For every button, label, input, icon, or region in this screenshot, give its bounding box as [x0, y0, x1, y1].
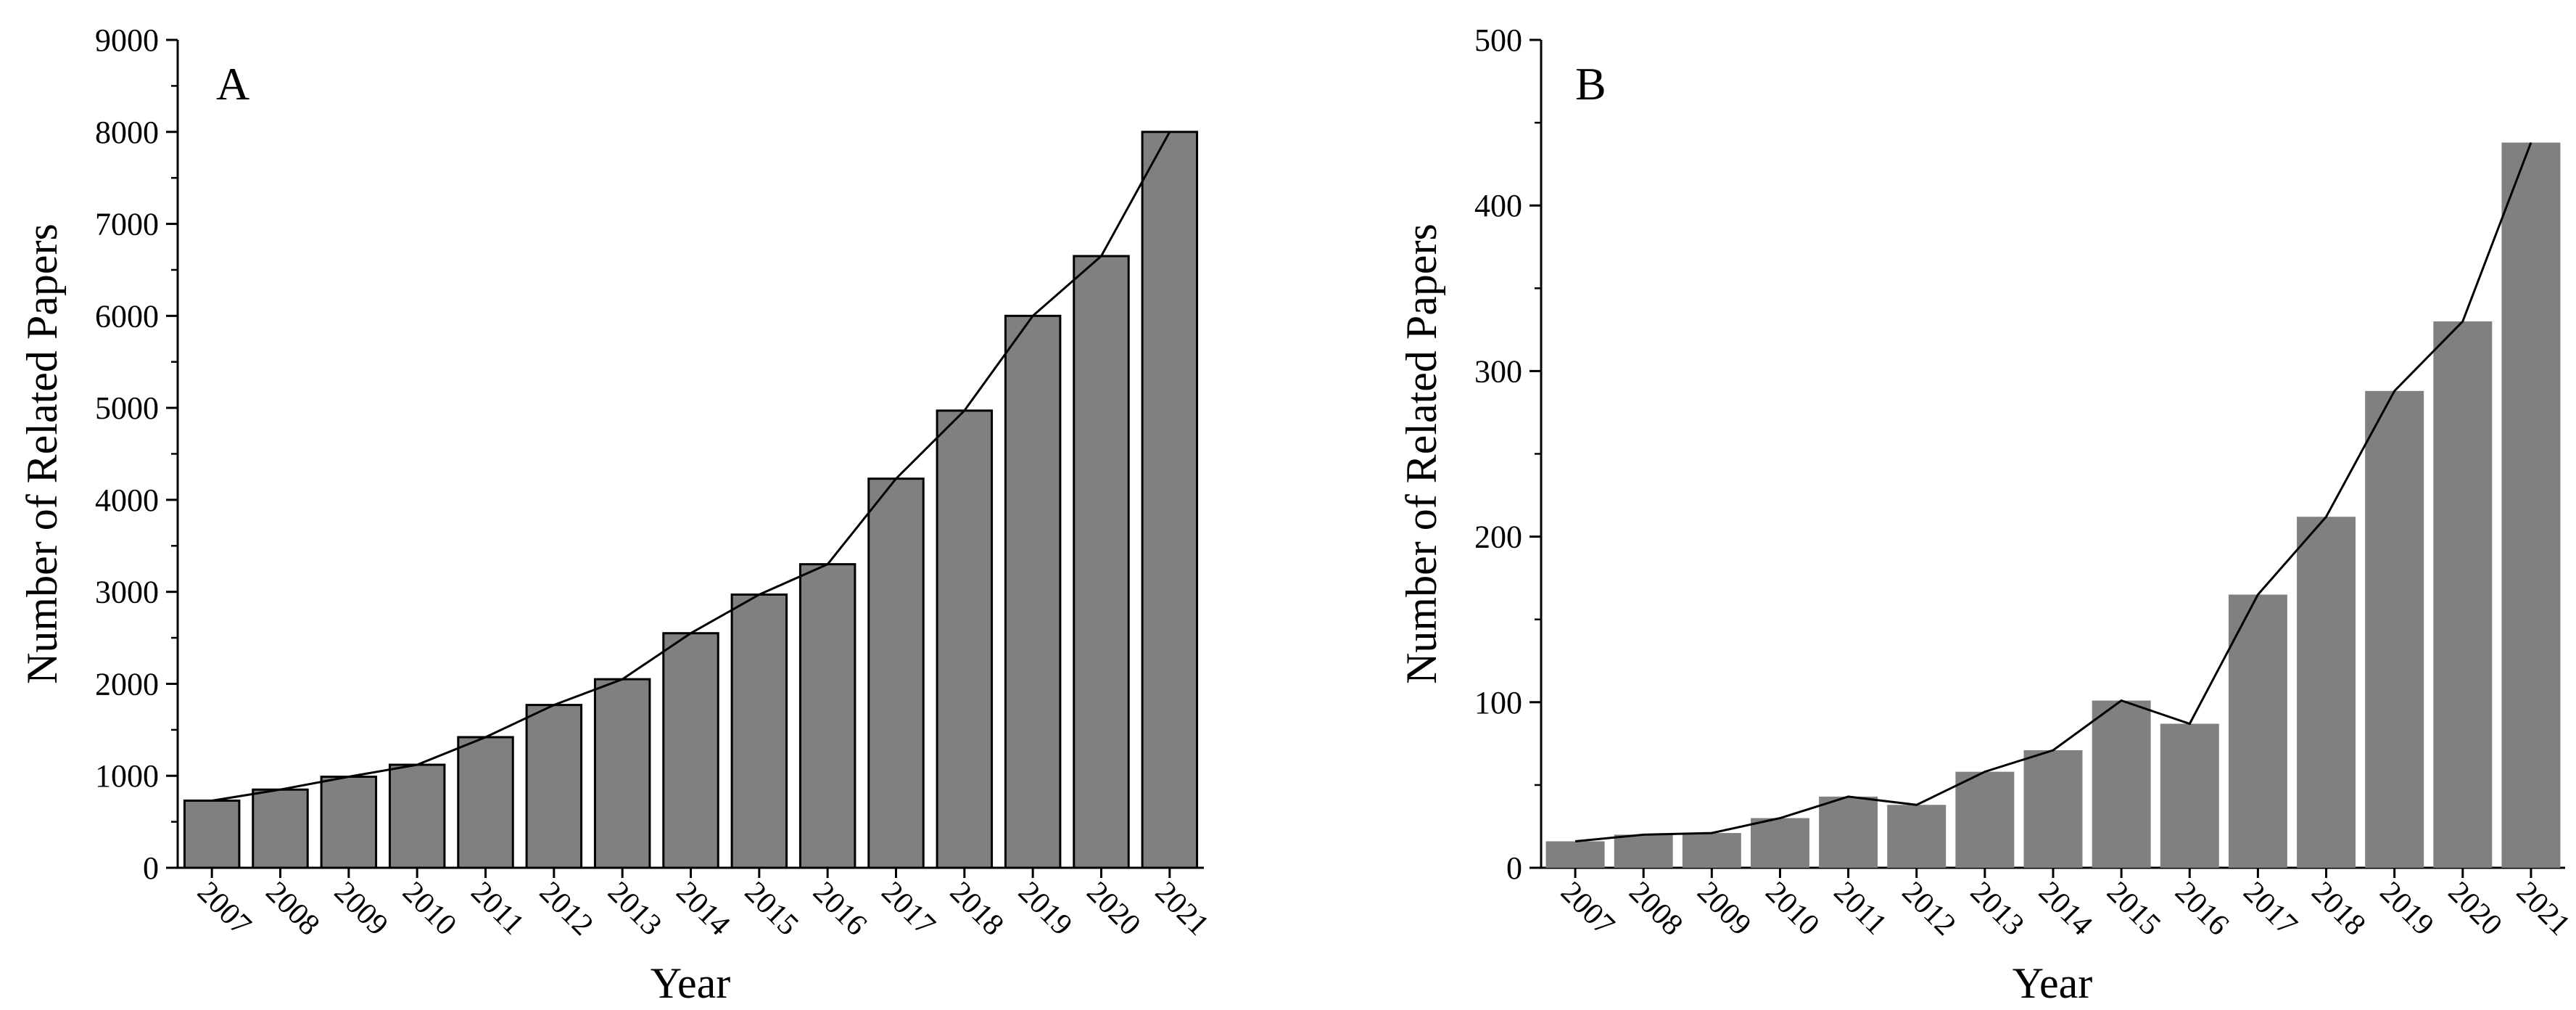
bar-2015 — [2092, 700, 2151, 868]
x-tick-label: 2020 — [2442, 876, 2509, 943]
bar-2008 — [252, 788, 309, 869]
bar-2018 — [2297, 517, 2356, 868]
y-tick-label: 5000 — [95, 390, 159, 426]
x-tick-label: 2017 — [875, 876, 941, 943]
bar-2010 — [1750, 818, 1809, 868]
y-tick-label: 6000 — [95, 298, 159, 334]
bar-2015 — [730, 593, 788, 869]
x-tick-label: 2017 — [2237, 876, 2303, 943]
bar-2021 — [1141, 131, 1199, 869]
x-tick-label: 2012 — [1896, 876, 1962, 943]
x-tick-label: 2008 — [259, 876, 326, 943]
x-tick-label: 2019 — [2374, 876, 2440, 943]
x-axis-title: Year — [2012, 959, 2093, 1007]
bar-2008 — [1614, 834, 1673, 868]
bar-2014 — [662, 632, 719, 869]
bar-2020 — [1073, 255, 1130, 869]
x-tick-label: 2016 — [2168, 876, 2235, 943]
trend-line — [1574, 141, 2532, 842]
bar-2012 — [525, 704, 583, 869]
panel-label: B — [1575, 58, 1606, 110]
x-tick-label: 2009 — [1690, 876, 1757, 943]
y-tick-label: 400 — [1474, 188, 1522, 223]
x-axis-title: Year — [651, 959, 731, 1007]
y-tick-label: 1000 — [95, 758, 159, 794]
bar-2019 — [1004, 314, 1062, 869]
y-tick-label: 3000 — [95, 575, 159, 610]
bar-2009 — [1682, 833, 1741, 868]
x-tick-label: 2018 — [944, 876, 1010, 943]
bar-2018 — [936, 409, 994, 869]
x-tick-label: 2007 — [191, 876, 257, 943]
y-tick-label: 300 — [1474, 353, 1522, 389]
y-tick-label: 100 — [1474, 685, 1522, 720]
bar-2013 — [593, 678, 651, 869]
x-tick-label: 2013 — [601, 876, 668, 943]
y-tick-label: 0 — [1506, 850, 1522, 886]
chart-panel-a: 0 1000 2000 3000 4000 5000 6000 7000 8000 9000 200… — [18, 22, 1215, 1007]
x-tick-label: 2011 — [464, 876, 530, 942]
x-tick-label: 2015 — [2100, 876, 2167, 943]
panel-label: A — [216, 58, 249, 110]
x-tick-label: 2010 — [396, 876, 463, 943]
x-tick-label: 2009 — [328, 876, 395, 943]
bar-2016 — [2160, 723, 2219, 868]
y-tick-label: 8000 — [95, 115, 159, 150]
x-tick-label: 2008 — [1622, 876, 1689, 943]
y-tick-label: 500 — [1474, 22, 1522, 58]
x-tick-label: 2013 — [1964, 876, 2031, 943]
x-tick-label: 2010 — [1759, 876, 1825, 943]
x-tick-label: 2020 — [1080, 876, 1147, 943]
bar-2013 — [1955, 771, 2015, 868]
bar-2011 — [457, 736, 514, 869]
x-tick-label: 2015 — [738, 876, 805, 943]
bar-2007 — [1545, 841, 1605, 868]
x-tick-label: 2021 — [2510, 876, 2576, 943]
x-tick-label: 2021 — [1149, 876, 1215, 943]
chart-panel-b: 0 100 200 300 400 500 2007 2008 2009 2010 2011 2012… — [1398, 22, 2576, 1007]
y-tick-label: 7000 — [95, 207, 159, 242]
trend-line — [211, 131, 1171, 802]
y-tick-label: 4000 — [95, 483, 159, 518]
y-tick-label: 9000 — [95, 22, 159, 58]
bar-2012 — [1887, 805, 1947, 868]
x-tick-label: 2018 — [2305, 876, 2371, 943]
x-tick-label: 2016 — [806, 876, 873, 943]
x-tick-label: 2019 — [1012, 876, 1078, 943]
x-tick-label: 2012 — [533, 876, 600, 943]
y-axis-title: Number of Related Papers — [1398, 223, 1445, 684]
bar-2017 — [867, 477, 925, 869]
y-tick-label: 0 — [143, 850, 159, 886]
bar-2014 — [2023, 750, 2083, 868]
bar-2017 — [2228, 594, 2287, 868]
bar-2010 — [388, 763, 446, 869]
bar-2016 — [798, 563, 856, 869]
bar-2007 — [183, 799, 241, 869]
y-axis-title: Number of Related Papers — [18, 223, 66, 684]
bar-2020 — [2433, 321, 2493, 868]
x-tick-label: 2014 — [669, 876, 736, 943]
x-tick-label: 2011 — [1828, 876, 1894, 942]
x-tick-label: 2007 — [1554, 876, 1621, 943]
bar-2011 — [1819, 796, 1878, 868]
bar-2009 — [320, 775, 378, 869]
y-tick-label: 200 — [1474, 520, 1522, 555]
y-tick-label: 2000 — [95, 666, 159, 702]
bar-2021 — [2501, 142, 2561, 868]
x-tick-label: 2014 — [2032, 876, 2099, 943]
bar-2019 — [2365, 390, 2424, 868]
